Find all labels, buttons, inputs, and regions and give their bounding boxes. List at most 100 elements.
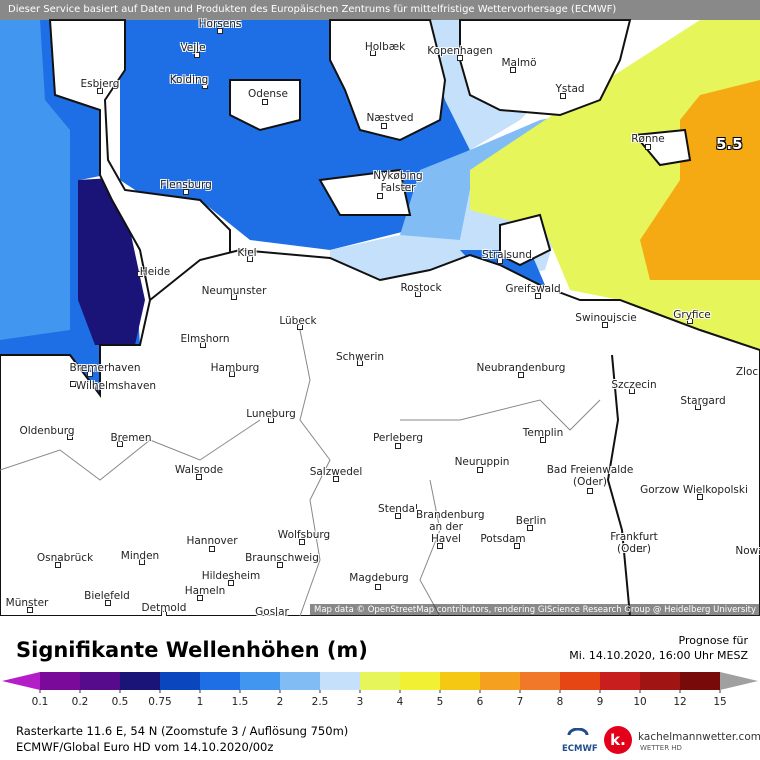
- colorbar-tick-label: 4: [397, 696, 404, 708]
- colorbar-segment: [440, 672, 480, 690]
- forecast-time: Mi. 14.10.2020, 16:00 Uhr MESZ: [569, 649, 748, 662]
- city-label: Swinoujscie: [575, 312, 637, 324]
- city-label: Perleberg: [372, 432, 424, 444]
- bornholm: [633, 128, 692, 167]
- city-marker: [457, 55, 463, 61]
- colorbar-segment: [480, 672, 520, 690]
- colorbar-segment: [40, 672, 80, 690]
- city-marker: [510, 67, 516, 73]
- brand-logo: k.: [604, 726, 632, 754]
- city-label: Odense: [248, 88, 288, 100]
- colorbar-segment: [400, 672, 440, 690]
- colorbar-segment: [360, 672, 400, 690]
- city-label: Bremen: [110, 432, 152, 444]
- city-marker: [297, 324, 303, 330]
- funen: [229, 79, 301, 132]
- max-value-annotation: 5.5: [716, 135, 743, 153]
- city-label: Osnabrück: [36, 552, 94, 564]
- city-label: Wilhelmshaven: [75, 380, 157, 392]
- city-marker: [514, 543, 520, 549]
- colorbar-over: [720, 672, 758, 690]
- city-label: Bremerhaven: [69, 362, 141, 374]
- city-label: Walsrode: [174, 464, 224, 476]
- city-marker: [137, 271, 143, 277]
- colorbar-tick-label: 10: [633, 696, 646, 708]
- city-label: Rostock: [400, 282, 442, 294]
- city-marker: [695, 404, 701, 410]
- city-marker: [117, 441, 123, 447]
- city-marker: [200, 342, 206, 348]
- city-label: Kolding: [169, 74, 209, 86]
- north-sea: [0, 20, 70, 340]
- city-label: Berlin: [515, 515, 547, 527]
- colorbar-tick-label: 2.5: [312, 696, 329, 708]
- city-label: Heide: [139, 266, 171, 278]
- colorbar-tick-label: 7: [517, 696, 524, 708]
- city-marker: [139, 559, 145, 565]
- colorbar-tick-label: 1: [197, 696, 204, 708]
- colorbar-segment: [240, 672, 280, 690]
- city-label: Oldenburg: [19, 425, 75, 437]
- colorbar-tick-label: 5: [437, 696, 444, 708]
- colorbar-tick-label: 2: [277, 696, 284, 708]
- city-label: Zloc: [735, 366, 759, 378]
- city-label: Malmö: [501, 57, 537, 69]
- city-marker: [333, 476, 339, 482]
- colorbar-segment: [640, 672, 680, 690]
- city-marker: [477, 467, 483, 473]
- city-marker: [87, 371, 93, 377]
- city-marker: [381, 123, 387, 129]
- city-label: Ystad: [555, 83, 585, 95]
- city-marker: [357, 360, 363, 366]
- city-label: Detmold: [141, 602, 187, 614]
- city-label: Goslar: [255, 606, 289, 616]
- city-marker: [229, 371, 235, 377]
- city-marker: [55, 562, 61, 568]
- map-title: Signifikante Wellenhöhen (m): [16, 638, 368, 662]
- zealand: [329, 19, 447, 142]
- colorbar-segment: [600, 672, 640, 690]
- city-label: Stargard: [680, 395, 726, 407]
- brand-subtitle: WETTER HD: [640, 744, 682, 752]
- colorbar-tick-label: 6: [477, 696, 484, 708]
- state-border: [299, 329, 331, 616]
- colorbar-tick-label: 3: [357, 696, 364, 708]
- city-marker: [637, 546, 643, 552]
- city-label: Schwerin: [335, 351, 385, 363]
- north-sea: [78, 178, 145, 345]
- city-marker: [299, 539, 305, 545]
- colorbar-segment: [120, 672, 160, 690]
- city-label: Neumunster: [201, 285, 267, 297]
- scania: [459, 19, 632, 117]
- city-label: Kiel: [237, 247, 257, 259]
- city-label: Gryfice: [673, 309, 711, 321]
- colorbar-segment: [280, 672, 320, 690]
- colorbar: 0.1 0.2 0.5 0.75 1 1.5 2 2.5 3 4 5 6 7 8 9 10 12 15: [2, 672, 758, 708]
- city-label: Stralsund: [482, 249, 532, 261]
- city-label: Brandenburg an der Havel: [416, 509, 485, 545]
- state-border: [400, 399, 601, 431]
- city-marker: [370, 50, 376, 56]
- state-border: [0, 419, 261, 481]
- city-label: Gorzow Wielkopolski: [640, 484, 748, 496]
- city-label: Neuruppin: [454, 456, 510, 468]
- city-marker: [587, 488, 593, 494]
- city-marker: [518, 372, 524, 378]
- city-marker: [497, 258, 503, 264]
- city-marker: [105, 600, 111, 606]
- city-label: Kopenhagen: [427, 45, 493, 57]
- city-label: Neubrandenburg: [476, 362, 566, 374]
- colorbar-segment: [560, 672, 600, 690]
- city-marker: [228, 580, 234, 586]
- city-marker: [377, 193, 383, 199]
- city-marker: [202, 83, 208, 89]
- jutland: [48, 19, 231, 302]
- city-marker: [268, 417, 274, 423]
- colorbar-segment: [200, 672, 240, 690]
- city-label: Hildesheim: [201, 570, 261, 582]
- colorbar-segment: [80, 672, 120, 690]
- baltic-waters: [640, 80, 760, 280]
- city-marker: [194, 52, 200, 58]
- ecmwf-logo: ECMWF: [562, 744, 598, 754]
- city-marker: [209, 546, 215, 552]
